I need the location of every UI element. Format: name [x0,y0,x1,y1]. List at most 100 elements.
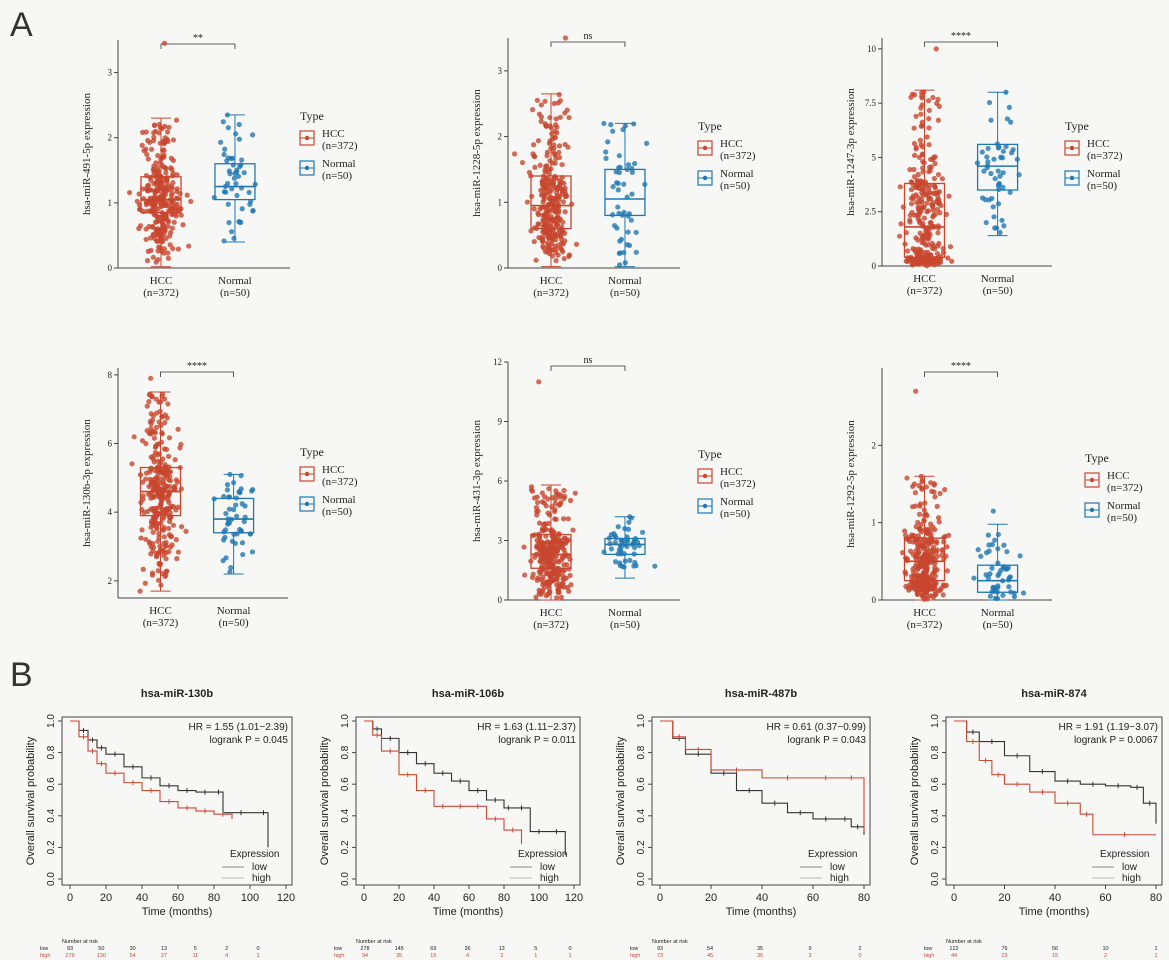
jitter-points-normal [971,508,1027,602]
data-point [150,529,156,535]
data-point [544,149,550,155]
data-point [531,495,538,501]
data-point [150,232,156,238]
y-tick-label: 0.2 [46,840,57,854]
y-axis-label: Overall survival probability [319,736,331,865]
data-point [161,524,167,531]
data-point [236,121,242,128]
data-point [172,457,178,463]
data-point [137,223,144,229]
plot-frame [355,716,581,886]
data-point [996,180,1002,187]
legend-title: Type [698,447,722,461]
data-point [561,584,567,590]
data-point [947,244,954,250]
data-point [538,114,545,120]
legend: Type HCC(n=372) Normal(n=50) [1084,451,1143,524]
y-tick-label: 6 [108,439,113,449]
data-point [227,171,233,177]
data-point [632,160,638,167]
data-point [551,217,557,224]
data-point [233,181,239,187]
data-point [933,549,939,555]
data-point [991,214,997,220]
x-group-n-label: (n=50) [983,619,1013,631]
data-point [148,544,154,550]
legend: Type HCC(n=372) Normal(n=50) [697,447,756,520]
data-point [555,242,561,248]
data-point [556,559,562,565]
data-point [927,255,933,261]
risk-row-label: low [40,946,48,952]
legend-label: HCC [322,128,345,140]
y-tick-label: 10 [867,44,877,54]
data-point [909,91,915,97]
data-point [221,238,227,244]
data-point [985,145,991,152]
data-point [152,128,159,134]
risk-row-label: low [334,946,342,952]
data-point [167,515,173,521]
data-point [170,245,176,252]
data-point [229,229,235,235]
data-point [995,531,1001,538]
data-point [932,160,938,167]
data-point [915,185,921,191]
data-point [934,206,941,213]
data-point [161,540,167,547]
data-point [918,111,924,117]
x-group-n-label: (n=372) [143,287,179,299]
significance-bracket [550,365,626,371]
box-hcc [903,182,946,258]
data-point [990,508,996,514]
x-group-label: Normal [608,275,642,287]
data-point [933,591,939,597]
data-point [989,195,995,202]
risk-count: 73 [657,953,663,959]
plot-frame [945,716,1163,886]
data-point [148,431,154,437]
hazard-ratio-label: HR = 0.61 (0.37−0.99) [766,722,866,733]
data-point [936,519,942,525]
data-point [522,572,528,578]
risk-count: 15 [430,953,436,959]
significance-label: ns [584,355,593,366]
data-point [916,511,923,517]
data-point [535,212,542,218]
data-point [913,113,919,119]
data-point [540,218,546,224]
data-point [560,199,567,205]
data-point [1007,189,1013,195]
data-point [222,146,228,152]
data-point [935,230,941,236]
data-point [917,501,923,507]
legend-label: HCC [720,466,743,478]
data-point [151,435,157,441]
data-point [566,588,572,594]
legend-key-dot [304,165,310,171]
data-point [911,166,917,173]
data-point [148,518,155,524]
data-point [539,490,545,496]
x-axis-label: Time (months) [433,906,504,918]
data-point [541,500,547,506]
data-point [161,250,167,256]
data-point [534,508,540,515]
risk-count: 13 [161,946,167,952]
risk-row-label: high [334,953,344,959]
data-point [131,434,137,440]
legend-n-label: (n=50) [720,180,750,192]
data-point [920,562,927,569]
data-point [566,252,573,258]
data-point [533,594,539,600]
data-point [930,214,936,220]
data-point [550,232,557,239]
data-point [921,215,927,221]
data-point [148,411,154,417]
risk-count: 4 [225,953,228,959]
data-point [154,238,160,244]
risk-count: 10 [1102,946,1108,952]
data-point [633,563,639,569]
data-point [553,246,559,252]
